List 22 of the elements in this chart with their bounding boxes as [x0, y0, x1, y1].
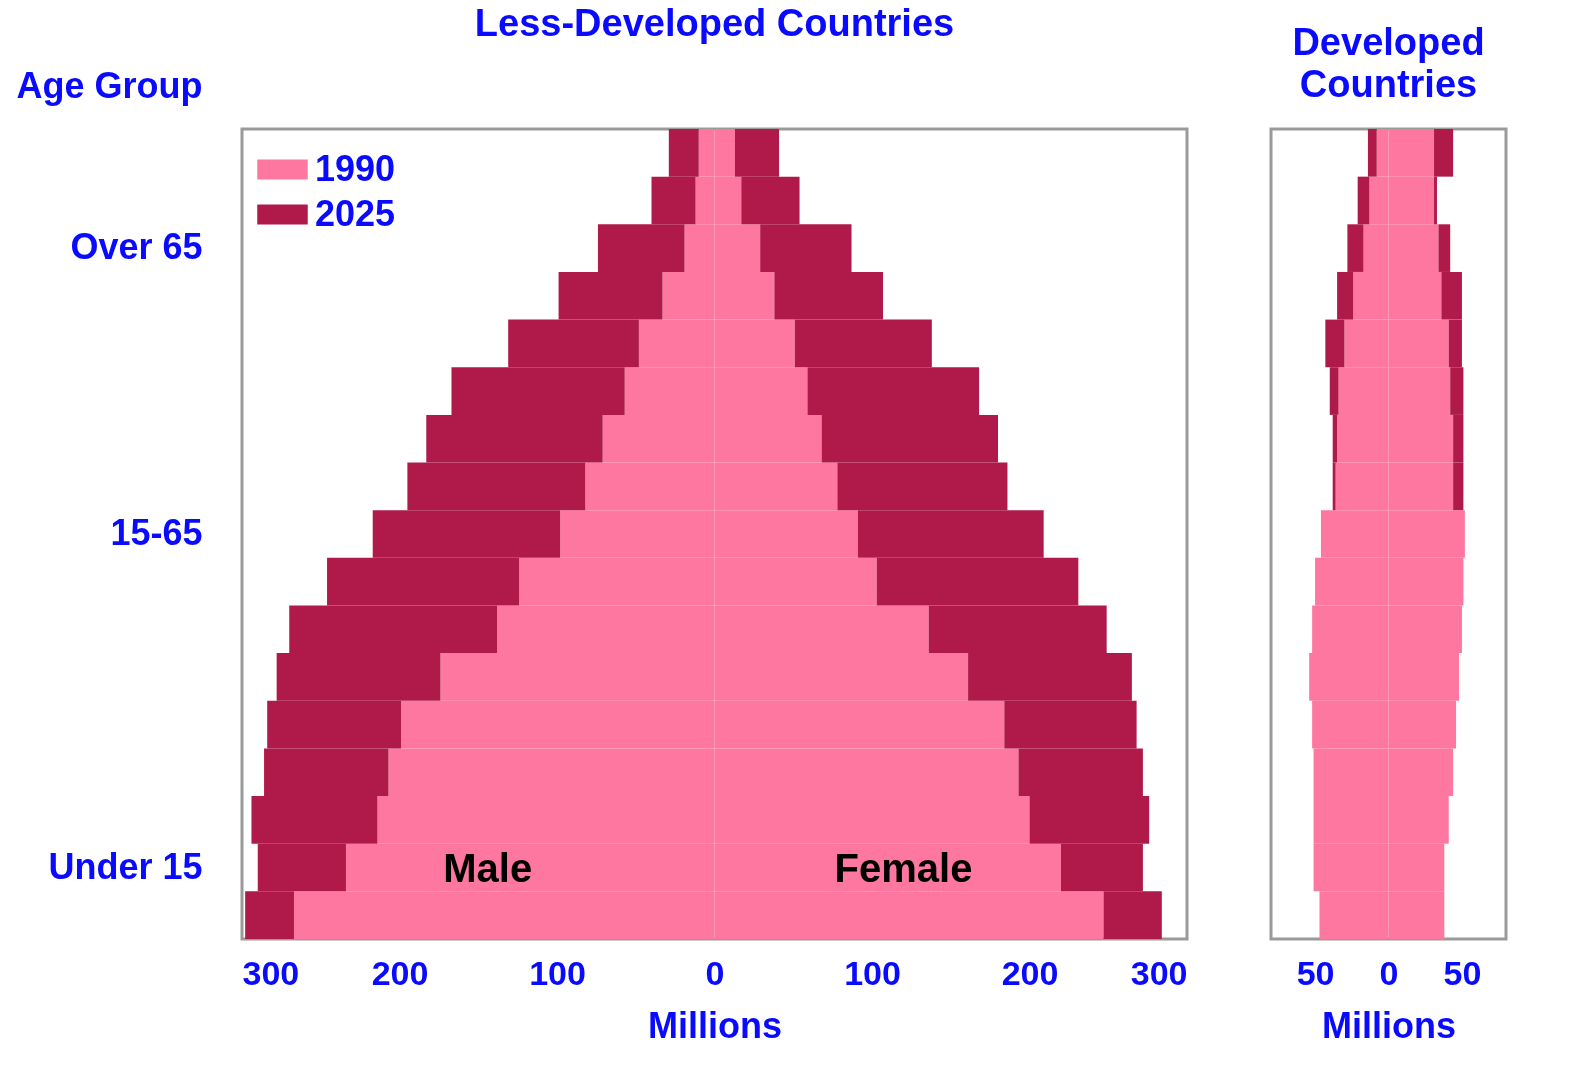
x-tick-label: 300	[242, 953, 300, 992]
x-tick-label: 100	[844, 953, 901, 992]
x-tick-label: 300	[1130, 953, 1188, 992]
y-tick-label: Over 65	[70, 226, 203, 268]
x-tick-label: 200	[1001, 953, 1059, 992]
y-tick-label: 15-65	[110, 512, 203, 553]
y-tick-label: Under 15	[48, 845, 203, 887]
x-tick-label: 0	[705, 953, 725, 992]
x-tick-label: 200	[371, 953, 429, 992]
legend-label: 2025	[315, 192, 396, 234]
y-axis-title: Age Group	[16, 64, 203, 106]
annotation: Female	[834, 846, 973, 891]
x-axis-title: Millions	[1322, 1004, 1456, 1046]
x-tick-label: 100	[529, 953, 586, 992]
chart-title: Developed Countries	[1292, 21, 1485, 105]
x-tick-label: 0	[1379, 953, 1399, 992]
chart-title: Less-Developed Countries	[474, 2, 955, 44]
x-axis-title: Millions	[648, 1004, 782, 1046]
annotation: Male	[443, 846, 533, 891]
legend-label: 1990	[315, 147, 396, 189]
x-tick-label: 50	[1296, 953, 1335, 992]
x-tick-label: 50	[1443, 953, 1482, 992]
